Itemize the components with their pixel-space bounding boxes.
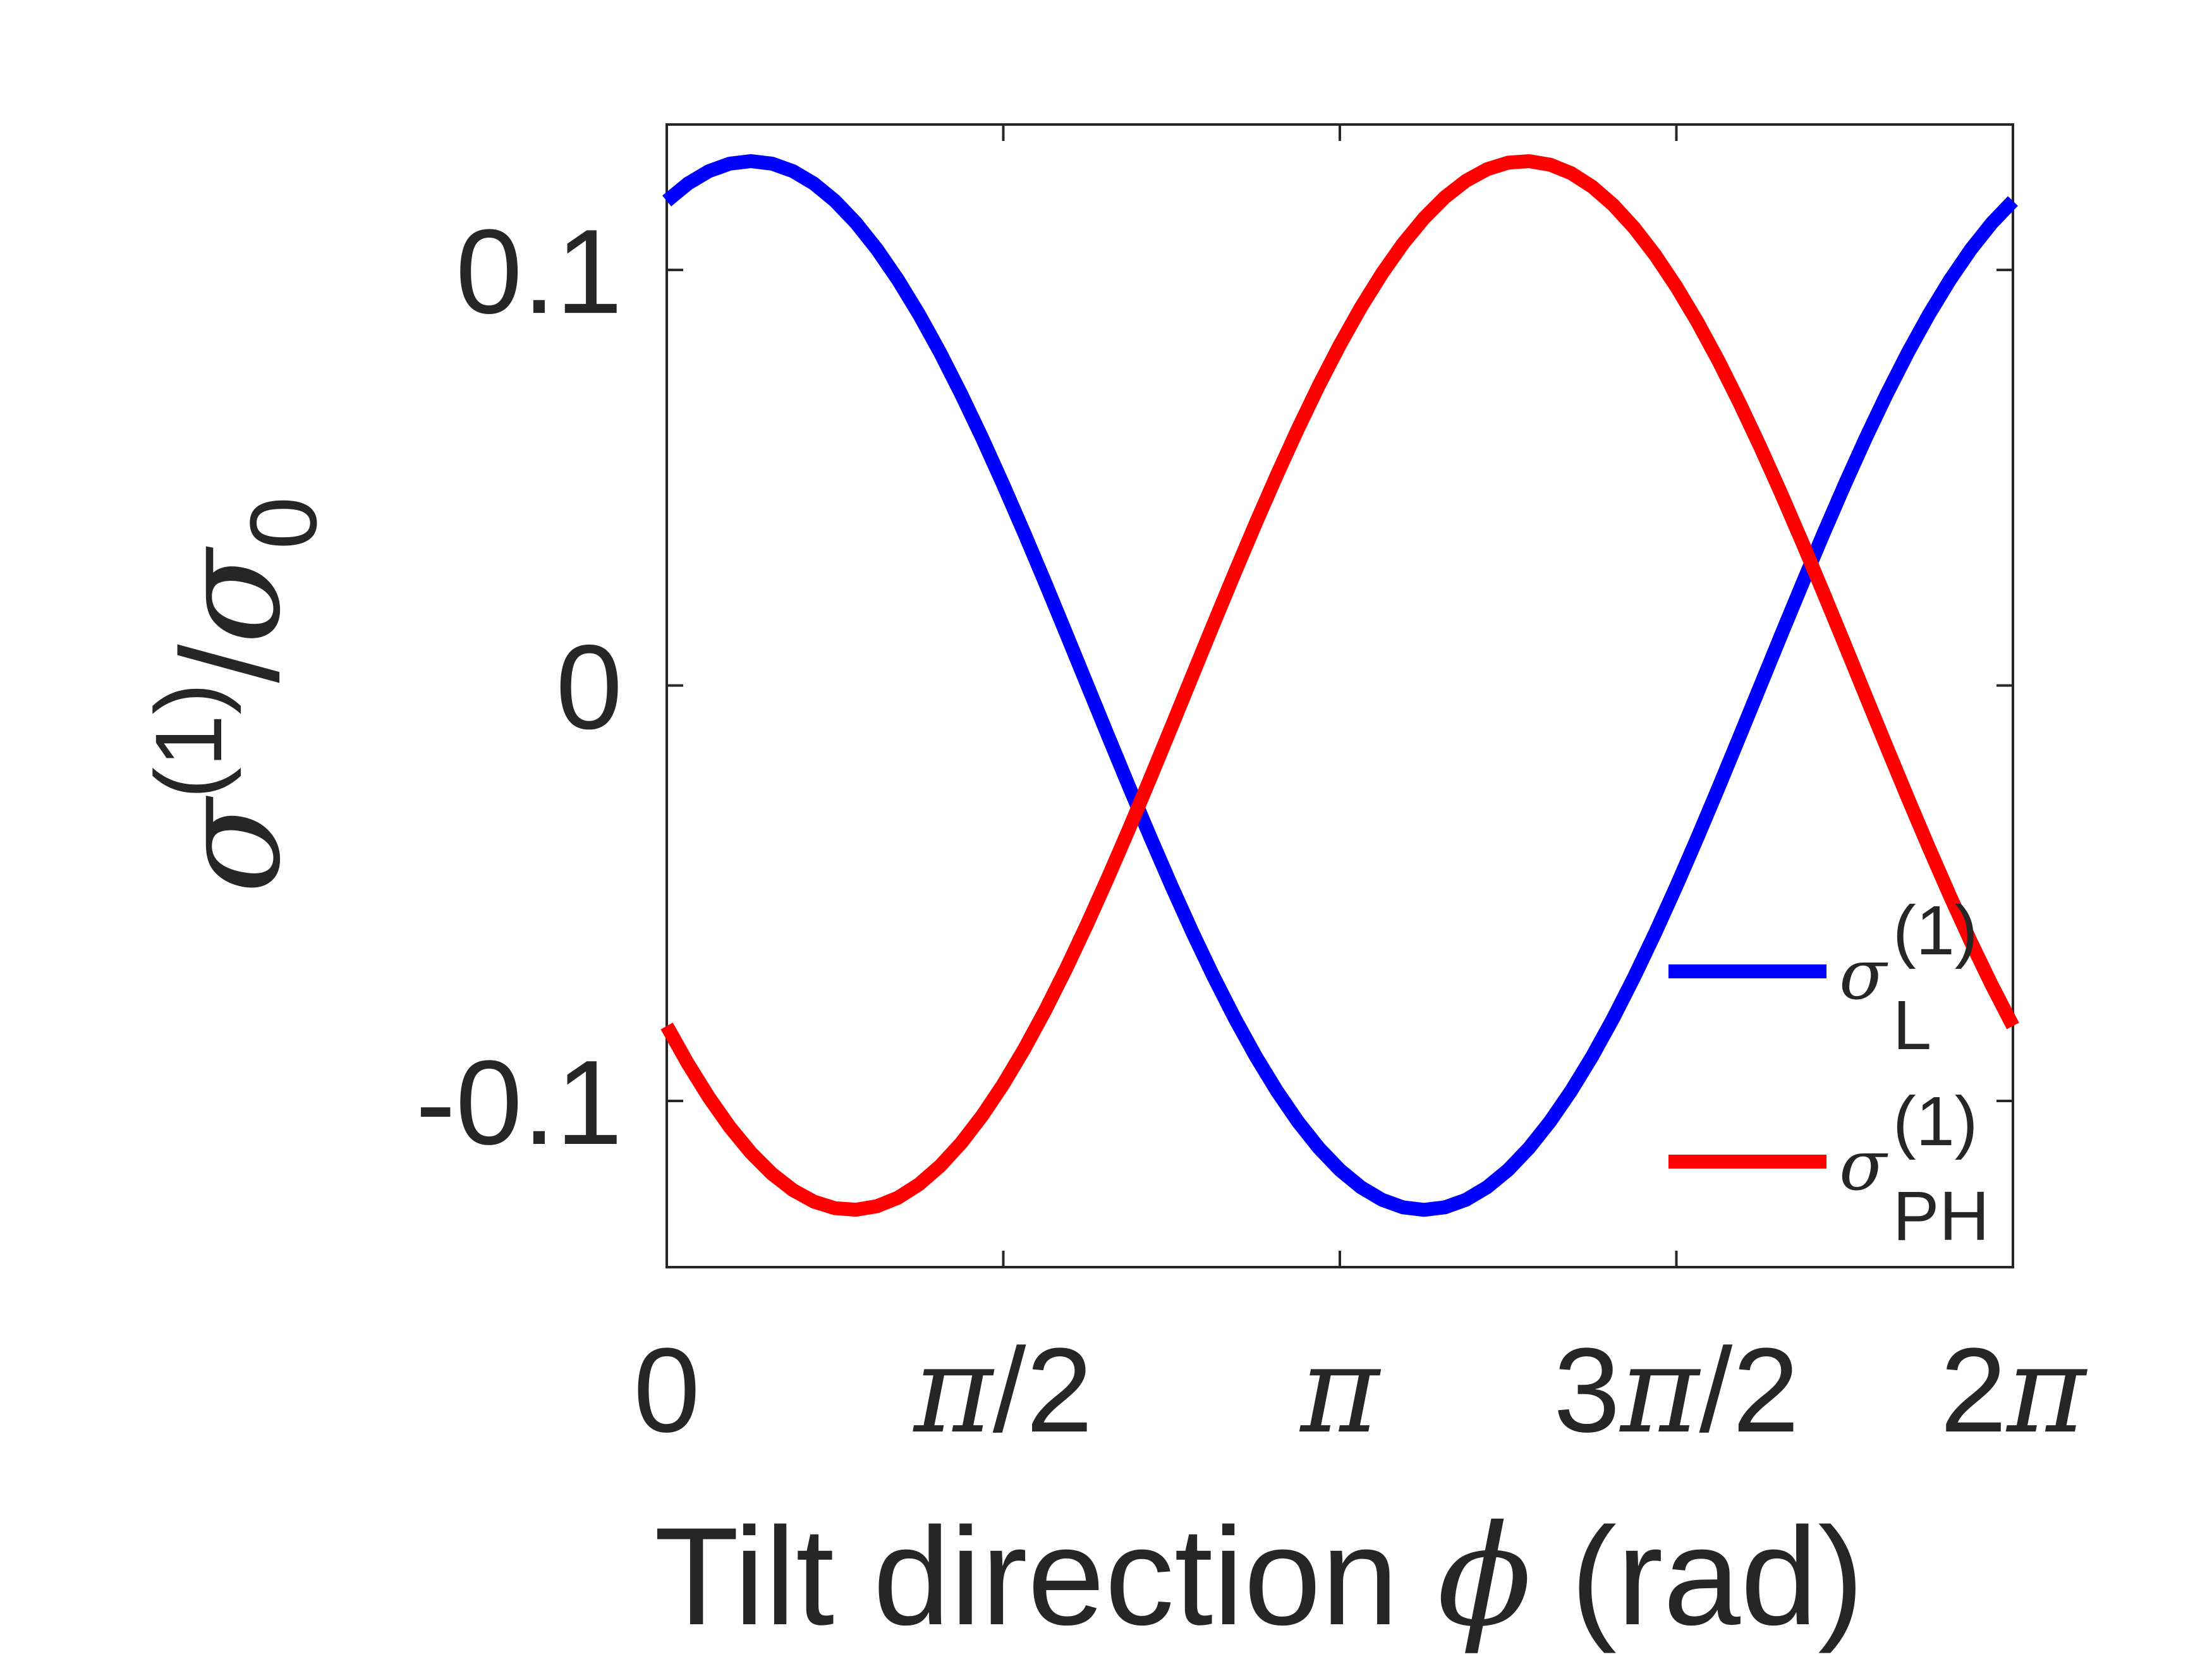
y-tick-label-0: 0.1 <box>456 205 623 339</box>
x-tick-label-1: π/2 <box>913 1320 1093 1460</box>
x-tick-label-4: 2π <box>1940 1320 2088 1460</box>
x-tick-label-3: 3π/2 <box>1553 1320 1799 1460</box>
plot-area <box>665 123 2014 1268</box>
legend-sup-0: (1) <box>1893 892 1978 969</box>
y-tick-label-1: 0 <box>556 621 623 755</box>
ticks: 0 π/2 π 3π/2 2π 0.1 0 -0.1 <box>416 125 2088 1460</box>
legend-symbol-0: σ <box>1839 934 1888 1015</box>
legend-sub-0: L <box>1893 987 1931 1064</box>
y-axis-label: σ(1)/σ0 <box>135 497 336 894</box>
legend-symbol-1: σ <box>1839 1125 1888 1206</box>
series-group <box>660 154 2019 1217</box>
y-tick-label-2: -0.1 <box>416 1036 623 1170</box>
x-tick-label-2: π <box>1299 1320 1382 1460</box>
series-line-1 <box>660 154 2019 1217</box>
series-line-0 <box>662 154 2018 1217</box>
x-tick-label-0: 0 <box>633 1323 700 1457</box>
legend-sup-1: (1) <box>1893 1083 1978 1160</box>
legend: σ (1) L σ (1) PH <box>1668 892 1990 1255</box>
legend-sub-1: PH <box>1893 1177 1990 1255</box>
x-axis-label: Tilt direction ϕ (rad) <box>654 1495 1864 1657</box>
